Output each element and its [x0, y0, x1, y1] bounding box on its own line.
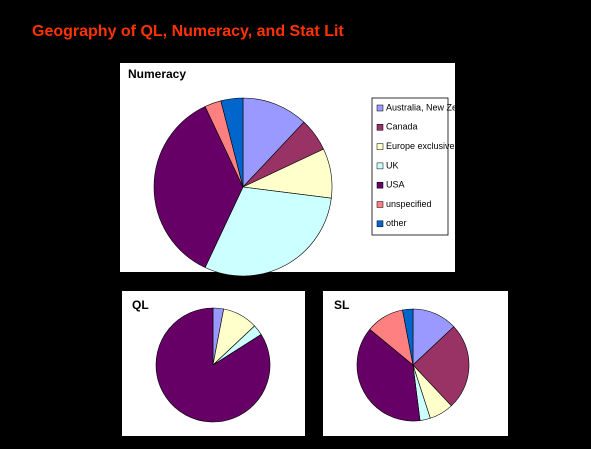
chart-title: SL	[334, 298, 349, 312]
legend-label: Australia, New Zealand	[386, 102, 479, 112]
chart-title: QL	[132, 298, 149, 312]
legend-swatch	[376, 201, 384, 208]
pie-slice	[412, 326, 470, 407]
legend-label: other	[386, 218, 407, 228]
legend-label: unspecified	[386, 199, 432, 209]
pie-slice	[153, 106, 244, 268]
legend-swatch	[376, 181, 384, 189]
pie-slice	[220, 97, 244, 188]
pie-slice	[242, 97, 305, 188]
pie-slice	[402, 308, 414, 366]
legend-swatch	[376, 220, 384, 228]
pie-slice	[356, 328, 421, 422]
legend-swatch	[376, 162, 384, 170]
slide-title: Geography of QL, Numeracy, and Stat Lit	[32, 23, 344, 40]
legend-box	[371, 97, 449, 236]
pie-slice	[155, 307, 271, 423]
legend-label: Canada	[386, 122, 418, 132]
legend-swatch	[376, 104, 384, 112]
legend-label: UK	[386, 160, 399, 170]
legend-label: Europe exclusive of UK	[386, 141, 480, 151]
legend-swatch	[376, 143, 384, 150]
chart-title: Numeracy	[128, 67, 186, 81]
legend-swatch	[376, 124, 384, 131]
pie-slice	[204, 186, 332, 277]
legend-label: USA	[386, 180, 405, 190]
